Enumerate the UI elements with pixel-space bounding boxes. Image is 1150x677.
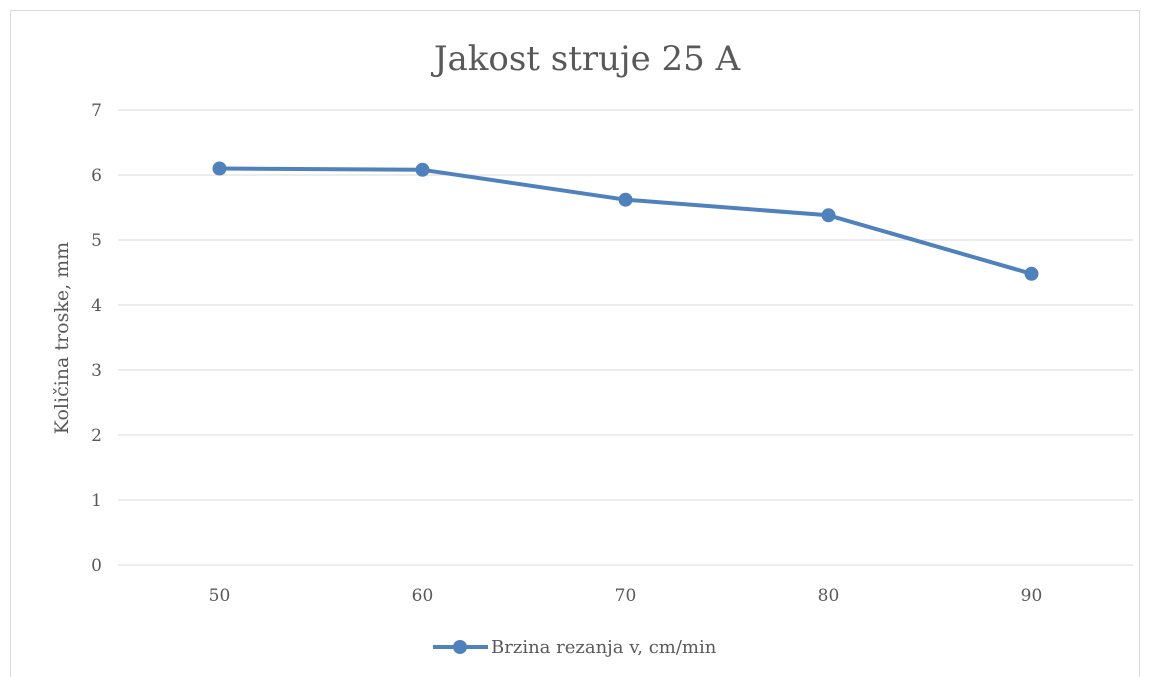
x-tick-label: 60 (412, 586, 434, 606)
x-tick-label: 90 (1021, 586, 1043, 606)
y-axis-title: Količina troske, mm (51, 242, 73, 434)
y-tick-label: 4 (91, 296, 102, 316)
legend-marker-swatch (453, 640, 467, 654)
x-tick-label: 50 (209, 586, 231, 606)
y-tick-labels: 0 1 2 3 4 5 6 7 (91, 101, 102, 576)
y-tick-label: 6 (91, 166, 102, 186)
x-tick-label: 70 (615, 586, 637, 606)
y-tick-label: 3 (91, 361, 102, 381)
series-line (217, 166, 1034, 276)
gridlines (118, 109, 1133, 566)
data-point-50 (212, 161, 227, 176)
y-tick-label: 0 (91, 556, 102, 576)
legend: Brzina rezanja v, cm/min (433, 637, 717, 658)
data-point-90 (1024, 266, 1039, 281)
chart-title: Jakost struje 25 A (431, 39, 741, 79)
series-group (212, 161, 1039, 281)
data-point-70 (618, 192, 633, 207)
x-tick-label: 80 (818, 586, 840, 606)
data-point-60 (415, 162, 430, 177)
y-tick-label: 5 (91, 231, 102, 251)
legend-label: Brzina rezanja v, cm/min (491, 637, 717, 658)
y-tick-label: 1 (91, 491, 102, 511)
x-tick-labels: 50 60 70 80 90 (209, 586, 1043, 606)
y-tick-label: 2 (91, 426, 102, 446)
data-point-80 (821, 208, 836, 223)
chart-frame (10, 10, 1140, 677)
y-tick-label: 7 (91, 101, 102, 121)
